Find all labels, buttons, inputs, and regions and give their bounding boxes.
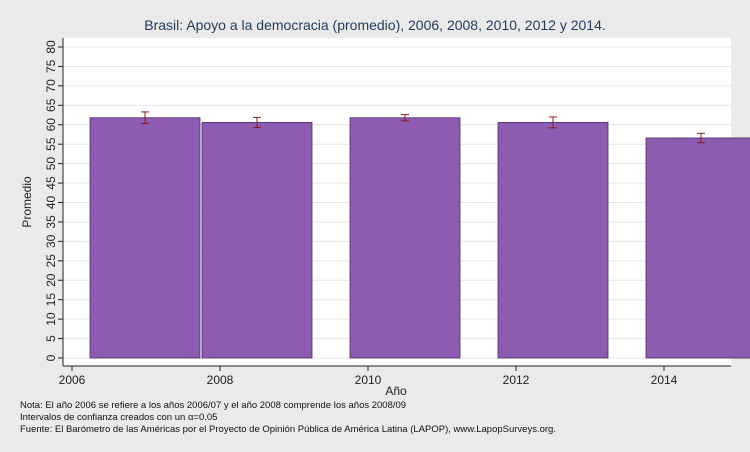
x-tick-label: 2014 [651,373,678,387]
x-axis-label: Año [385,384,407,398]
x-tick-label: 2010 [355,373,382,387]
y-tick-label: 20 [44,273,58,287]
bars [89,117,750,359]
chart-title: Brasil: Apoyo a la democracia (promedio)… [144,17,606,33]
x-tick-label: 2008 [207,373,234,387]
x-tick-label: 2012 [503,373,530,387]
y-tick-label: 50 [44,157,58,171]
bar [349,117,461,359]
x-ticks: 2006 2008 2010 2012 2014 [59,366,678,387]
note-line-3: Fuente: El Barómetro de las Américas por… [20,424,556,435]
bar [89,117,201,359]
bar [645,137,750,359]
y-tick-label: 30 [44,234,58,248]
y-tick-label: 25 [44,254,58,268]
y-tick-label: 0 [44,354,58,361]
notes: Nota: El año 2006 se refiere a los años … [20,400,556,436]
y-tick-label: 65 [44,98,58,112]
y-tick-label: 5 [44,335,58,342]
bar [497,122,609,359]
note-line-1: Nota: El año 2006 se refiere a los años … [20,400,407,411]
y-tick-label: 45 [44,176,58,190]
y-tick-label: 35 [44,215,58,229]
y-axis-label: Promedio [20,176,34,228]
note-line-2: Intervalos de confianza creados con un α… [20,412,218,423]
y-ticks: 0 5 10 15 20 25 30 35 40 45 50 55 60 65 70 75 80 [44,40,63,361]
bar [201,122,313,359]
y-tick-label: 60 [44,118,58,132]
y-tick-label: 15 [44,293,58,307]
y-tick-label: 80 [44,40,58,54]
y-tick-label: 55 [44,137,58,151]
y-tick-label: 10 [44,312,58,326]
y-tick-label: 40 [44,196,58,210]
y-tick-label: 75 [44,59,58,73]
x-tick-label: 2006 [59,373,86,387]
error-bars [141,111,705,144]
y-tick-label: 70 [44,79,58,93]
